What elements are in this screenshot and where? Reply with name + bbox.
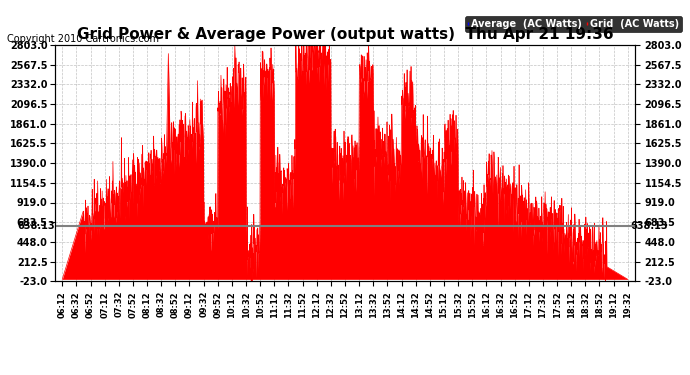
Legend: Average  (AC Watts), Grid  (AC Watts): Average (AC Watts), Grid (AC Watts) <box>465 16 682 32</box>
Text: 638.13: 638.13 <box>17 221 55 231</box>
Text: 638.13: 638.13 <box>631 221 668 231</box>
Title: Grid Power & Average Power (output watts)  Thu Apr 21 19:36: Grid Power & Average Power (output watts… <box>77 27 613 42</box>
Text: Copyright 2010 Cartronics.com: Copyright 2010 Cartronics.com <box>7 34 159 44</box>
